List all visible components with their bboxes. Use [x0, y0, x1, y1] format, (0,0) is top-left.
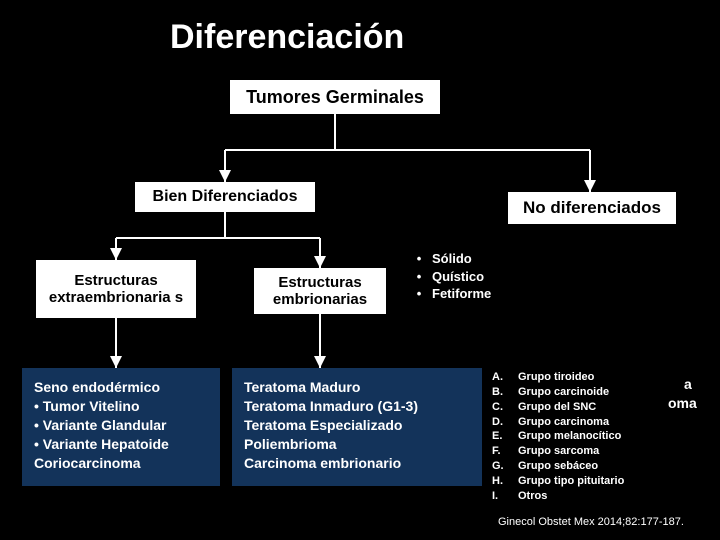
suffix-a: a — [684, 376, 692, 392]
leaf-mid-box: Teratoma MaduroTeratoma Inmaduro (G1-3)T… — [232, 368, 482, 486]
citation-text: Ginecol Obstet Mex 2014;82:177-187. — [498, 516, 684, 528]
diagram-canvas: Diferenciación Tumores Germinales Bien D… — [0, 0, 720, 540]
leaf-left-box: Seno endodérmico• Tumor Vitelino• Varian… — [22, 368, 220, 486]
node-root: Tumores Germinales — [230, 80, 440, 114]
node-no-diferenciados: No diferenciados — [508, 192, 676, 224]
node-estructuras-embrionarias: Estructuras embrionarias — [254, 268, 386, 314]
node-estructuras-extraembrionarias: Estructuras extraembrionaria s — [36, 260, 196, 318]
node-bien-diferenciados: Bien Diferenciados — [135, 182, 315, 212]
ordered-list-right: A.Grupo tiroideoB.Grupo carcinoideC.Grup… — [492, 370, 624, 504]
page-title: Diferenciación — [170, 18, 404, 57]
bullet-list-center: •Sólido•Quístico•Fetiforme — [414, 250, 491, 303]
suffix-oma: oma — [668, 395, 697, 411]
